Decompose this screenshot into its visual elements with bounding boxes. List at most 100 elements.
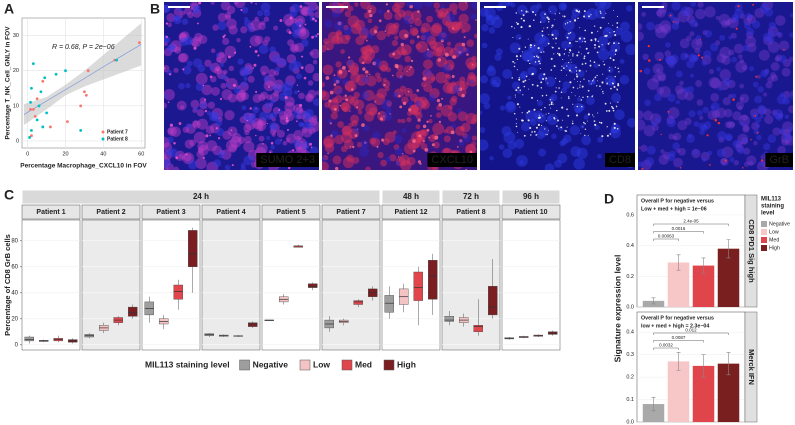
image-texture: [381, 138, 385, 142]
image-texture: [598, 121, 601, 124]
y-tick-label: 10: [13, 103, 19, 109]
image-texture: [738, 114, 751, 127]
image-texture: [767, 26, 779, 37]
image-texture: [300, 28, 307, 34]
image-texture: [417, 10, 420, 13]
image-texture: [515, 96, 516, 98]
image-texture: [380, 64, 388, 72]
image-texture: [312, 72, 319, 82]
image-texture: [224, 164, 231, 170]
image-texture: [185, 123, 192, 130]
image-texture: [430, 76, 436, 82]
facet-strip: [501, 204, 561, 220]
image-texture: [696, 109, 703, 116]
image-texture: [228, 55, 231, 59]
image-texture: [517, 86, 520, 89]
image-texture: [763, 143, 771, 151]
image-texture: [760, 69, 768, 78]
image-texture: [294, 61, 302, 69]
image-texture: [545, 94, 548, 97]
image-texture: [355, 74, 368, 86]
image-texture: [593, 61, 595, 63]
image-texture: [219, 97, 223, 101]
image-texture: [718, 136, 725, 143]
image-label-background: [765, 153, 793, 167]
bar: [642, 404, 665, 422]
image-texture: [164, 94, 169, 99]
image-texture: [360, 26, 369, 35]
image-texture: [514, 138, 525, 149]
comparison-label: 0.0032: [659, 343, 673, 348]
comparison-bracket: [653, 231, 704, 234]
image-texture: [275, 138, 282, 145]
image-texture: [527, 11, 529, 13]
image-texture: [599, 10, 601, 13]
image-texture: [192, 120, 199, 127]
image-texture: [638, 110, 644, 120]
bar: [717, 248, 740, 307]
image-texture: [596, 51, 599, 54]
image-texture: [679, 80, 684, 86]
image-texture: [588, 51, 590, 53]
facet-strip-label: Patient 8: [456, 209, 485, 216]
image-texture: [718, 86, 723, 91]
image-texture: [575, 114, 579, 117]
image-texture: [348, 70, 350, 73]
image-texture: [287, 166, 291, 170]
image-texture: [670, 16, 677, 23]
image-texture: [446, 16, 451, 21]
image-texture: [177, 53, 187, 63]
image-texture: [386, 9, 390, 13]
image-texture: [575, 73, 578, 75]
image-texture: [168, 73, 172, 76]
image-texture: [669, 150, 676, 157]
image-texture: [309, 142, 312, 146]
image-texture: [263, 9, 271, 17]
image-texture: [602, 90, 604, 93]
image-texture: [385, 156, 392, 163]
image-texture: [426, 15, 433, 23]
image-texture: [590, 39, 593, 42]
image-texture: [215, 119, 223, 127]
image-texture: [401, 152, 404, 155]
image-texture: [597, 136, 604, 143]
image-texture: [195, 72, 208, 85]
image-texture: [186, 60, 193, 67]
image-texture: [512, 36, 514, 39]
image-texture: [560, 91, 563, 94]
legend-label: Patient 8: [107, 136, 128, 142]
image-texture: [440, 39, 444, 43]
image-texture: [329, 122, 332, 125]
image-texture: [381, 99, 392, 110]
image-texture: [639, 147, 641, 149]
image-texture: [777, 112, 784, 119]
image-texture: [527, 119, 530, 122]
scatter-point: [64, 69, 67, 73]
image-texture: [568, 61, 570, 64]
image-texture: [654, 51, 664, 62]
image-texture: [487, 65, 495, 72]
image-texture: [263, 75, 271, 83]
image-label-background: [427, 153, 477, 167]
image-texture: [522, 94, 524, 96]
image-texture: [444, 52, 449, 57]
image-texture: [763, 35, 773, 46]
box: [413, 271, 423, 301]
image-texture: [538, 114, 540, 116]
image-texture: [767, 134, 777, 143]
image-texture: [586, 8, 598, 20]
image-texture: [332, 155, 342, 165]
image-texture: [455, 126, 465, 136]
image-texture: [533, 44, 536, 47]
image-texture: [717, 121, 721, 125]
image-texture: [376, 30, 387, 41]
image-texture: [566, 108, 568, 110]
image-texture: [233, 2, 239, 5]
image-texture: [469, 150, 473, 154]
image-texture: [659, 20, 672, 32]
image-texture: [289, 9, 298, 18]
image-texture: [583, 37, 586, 40]
image-texture: [331, 8, 341, 18]
image-texture: [403, 15, 412, 25]
image-texture: [507, 95, 512, 100]
